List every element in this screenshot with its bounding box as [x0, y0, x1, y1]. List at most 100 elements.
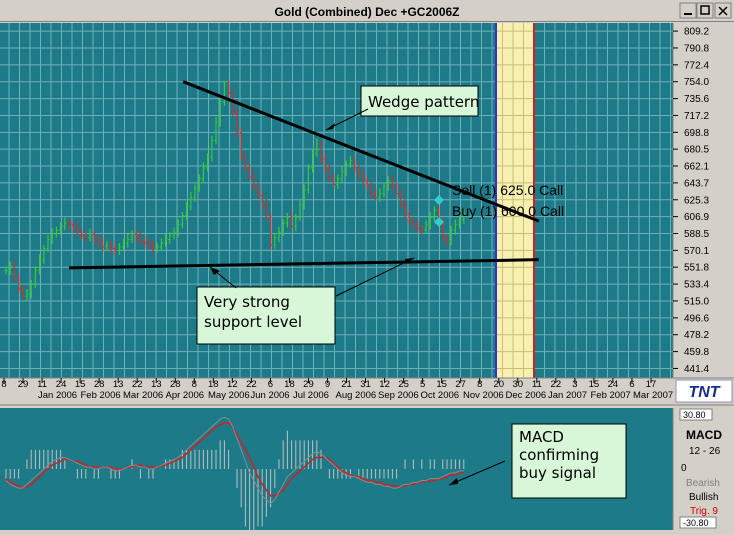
price-bar — [264, 199, 268, 222]
price-bar — [357, 164, 361, 179]
date-tick-month: Nov 2006 — [463, 390, 504, 401]
price-bar — [344, 160, 348, 177]
date-tick-day: 8 — [477, 379, 482, 390]
price-bar — [46, 234, 50, 253]
price-bar — [462, 209, 466, 224]
price-bar — [59, 222, 63, 235]
date-tick-month: Feb 2006 — [81, 390, 121, 401]
price-bar — [25, 289, 29, 301]
price-bar — [63, 217, 67, 231]
svg-text:Trig. 9: Trig. 9 — [690, 506, 718, 517]
price-bar — [395, 182, 399, 199]
price-bar — [432, 206, 436, 222]
macd-legend: 30.80 MACD 12 - 26 0 Bearish Bullish Tri… — [679, 408, 722, 529]
price-bar — [138, 232, 142, 245]
price-bar — [155, 243, 159, 253]
price-bar — [453, 219, 457, 235]
title-bar — [0, 0, 734, 22]
price-tick-label: 643.7 — [684, 178, 709, 189]
price-bar — [323, 154, 327, 174]
price-bar — [105, 241, 109, 251]
date-tick-month: Aug 2006 — [336, 390, 377, 401]
price-bar — [17, 273, 21, 294]
price-tick-label: 662.1 — [684, 162, 709, 173]
date-tick-month: Oct 2006 — [421, 390, 460, 401]
date-tick-day: 18 — [284, 379, 295, 390]
date-tick-day: 24 — [56, 379, 67, 390]
trendline-support — [69, 258, 539, 270]
svg-text:Sell (1) 625.0 Call: Sell (1) 625.0 Call — [452, 182, 563, 198]
minimize-button[interactable] — [679, 2, 697, 19]
price-bar — [281, 219, 285, 236]
price-bar — [147, 238, 151, 250]
trendlines — [69, 80, 540, 270]
macd-trigger-line — [5, 422, 464, 497]
svg-text:Buy (1) 600.0 Call: Buy (1) 600.0 Call — [452, 203, 564, 219]
price-bar — [164, 233, 168, 247]
price-bar — [378, 188, 382, 202]
price-tick-label: 606.9 — [684, 212, 709, 223]
price-bar — [185, 201, 189, 221]
price-bar — [197, 174, 201, 192]
date-tick-day: 18 — [208, 379, 219, 390]
date-tick-day: 9 — [325, 379, 330, 390]
price-bars — [4, 79, 466, 301]
price-bar — [302, 184, 306, 210]
price-bar — [143, 237, 147, 248]
date-tick-day: 12 — [227, 379, 238, 390]
price-tick-label: 551.8 — [684, 263, 709, 274]
date-tick-month: Jan 2007 — [548, 390, 587, 401]
date-tick-day: 31 — [360, 379, 371, 390]
date-tick-day: 22 — [132, 379, 143, 390]
price-bar — [206, 153, 210, 172]
price-tick-label: 588.5 — [684, 229, 709, 240]
price-tick-label: 441.4 — [684, 364, 709, 375]
price-bar — [71, 220, 75, 233]
price-bar — [113, 243, 117, 255]
date-tick-day: 29 — [18, 379, 29, 390]
price-bar — [88, 228, 92, 242]
tnt-logo: TNT — [675, 379, 733, 403]
price-bar — [50, 228, 54, 245]
price-tick-label: 698.8 — [684, 128, 709, 139]
price-bar — [180, 211, 184, 229]
price-bar — [218, 98, 222, 127]
date-axis — [0, 378, 673, 403]
maximize-button[interactable] — [696, 2, 714, 19]
price-bar — [353, 155, 357, 173]
price-panel — [0, 23, 673, 378]
date-tick-month: Mar 2007 — [633, 390, 673, 401]
price-bar — [42, 244, 46, 265]
price-bar — [117, 243, 121, 256]
price-bar — [311, 148, 315, 173]
price-tick-label: 809.2 — [684, 27, 709, 38]
date-tick-month: Apr 2006 — [166, 390, 205, 401]
date-tick-day: 3 — [572, 379, 577, 390]
date-tick-month: Feb 2007 — [591, 390, 631, 401]
macd-lines — [5, 416, 464, 505]
price-bar — [315, 138, 319, 157]
price-bar — [361, 170, 365, 186]
price-tick-label: 478.2 — [684, 330, 709, 341]
price-bar — [109, 240, 113, 254]
date-tick-day: 8 — [1, 379, 6, 390]
date-tick-day: 20 — [493, 379, 504, 390]
price-bar — [319, 140, 323, 164]
price-bar — [294, 213, 298, 232]
close-button[interactable] — [714, 2, 732, 19]
date-tick-day: 15 — [589, 379, 600, 390]
price-bar — [306, 164, 310, 194]
date-tick-month: Dec 2006 — [506, 390, 547, 401]
price-bar — [424, 220, 428, 234]
date-tick-month: May 2006 — [208, 390, 250, 401]
date-tick-day: 15 — [436, 379, 447, 390]
price-bar — [189, 191, 193, 211]
date-tick-day: 12 — [379, 379, 390, 390]
price-bar — [428, 211, 432, 230]
price-bar — [84, 231, 88, 243]
price-bar — [151, 240, 155, 254]
price-bar — [222, 80, 226, 106]
price-bar — [269, 213, 273, 250]
price-bar — [386, 176, 390, 191]
price-tick-label: 570.1 — [684, 246, 709, 257]
